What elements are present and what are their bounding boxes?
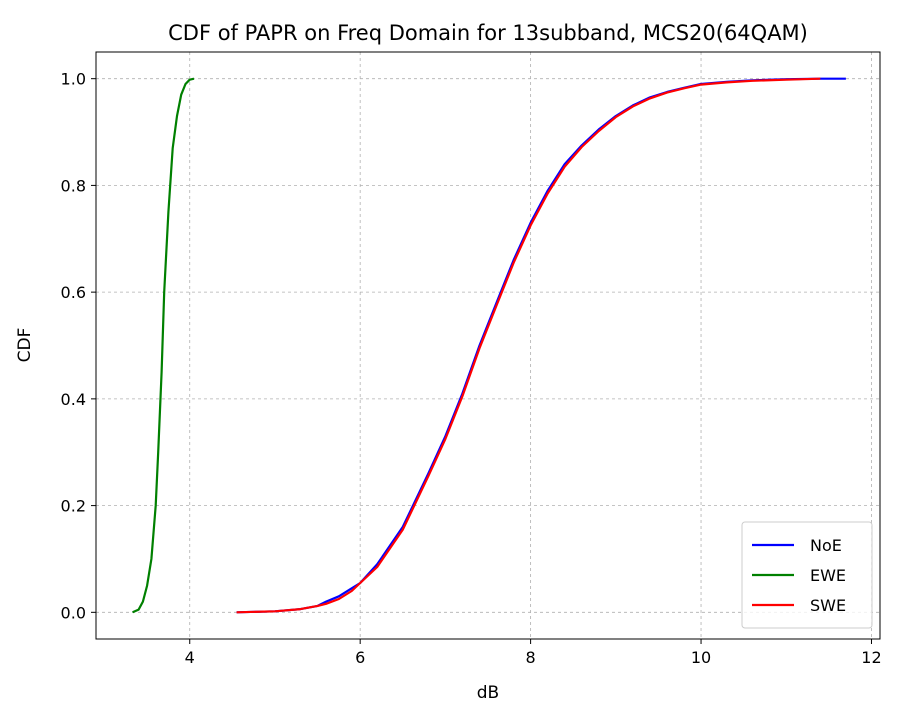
series-line-ewe [132,77,195,614]
x-axis-ticks: 4 6 8 10 12 [185,639,882,667]
y-tick-label: 0.0 [61,603,86,622]
x-axis-label: dB [477,683,499,703]
x-tick-label: 4 [185,648,195,667]
legend-label-swe: SWE [810,596,846,615]
y-tick-label: 1.0 [61,70,86,89]
grid [96,52,880,639]
x-tick-label: 8 [526,648,536,667]
y-axis-label: CDF [15,328,35,363]
series-line-swe [236,77,821,614]
y-tick-label: 0.8 [61,176,86,195]
legend: NoE EWE SWE [741,521,873,629]
y-tick-label: 0.2 [61,497,86,516]
x-tick-label: 12 [861,648,881,667]
series-lines [132,77,846,614]
plot-frame [95,51,881,640]
y-axis-ticks: 0.0 0.2 0.4 0.6 0.8 1.0 [61,70,96,622]
x-tick-label: 6 [355,648,365,667]
y-tick-label: 0.6 [61,283,86,302]
legend-label-noe: NoE [810,536,842,555]
chart-title: CDF of PAPR on Freq Domain for 13subband… [168,21,808,45]
x-tick-label: 10 [691,648,711,667]
legend-label-ewe: EWE [810,566,846,585]
y-tick-label: 0.4 [61,390,86,409]
legend-box [741,521,873,629]
